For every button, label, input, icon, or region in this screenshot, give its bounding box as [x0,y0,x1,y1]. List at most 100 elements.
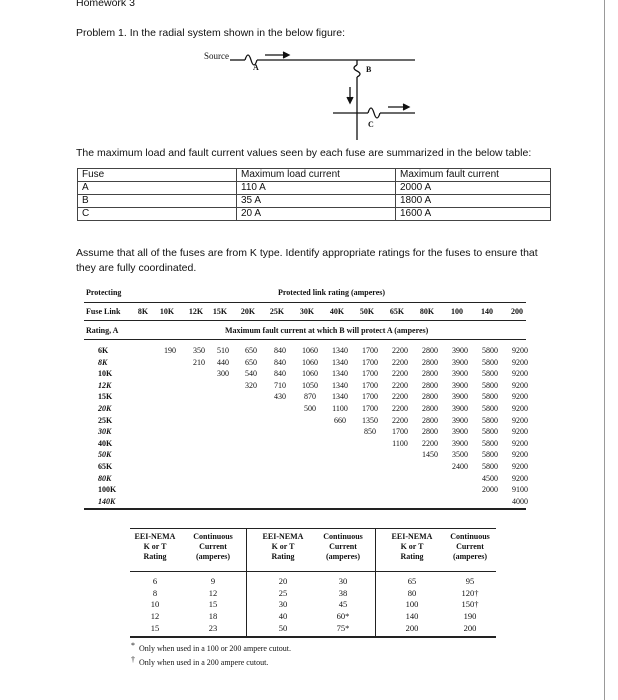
table-cell: 540 [245,369,257,379]
rating-header: EEI-NEMA K or T Rating [262,532,304,561]
table-cell: 3900 [452,346,468,355]
table-cell: 1350 [362,415,378,425]
table-cell: 3900 [452,438,468,448]
current-header: Continuous Current (amperes) [450,532,490,561]
rating-cell: 15 [150,622,160,633]
current-cell: 45 [338,599,348,610]
table-cell: 2200 [392,415,408,425]
table-cell: 2800 [422,427,438,437]
table-cell: 1100 [392,438,408,448]
row-label: 100K [98,485,117,495]
table-cell: 1340 [332,357,348,367]
rating-cell: 20 [278,576,288,586]
table-cell: 5800 [482,346,498,355]
table-cell: 3900 [452,392,468,402]
table-cell: 9200 [512,380,528,390]
rating-cell: 40 [278,611,288,622]
divider [84,302,526,303]
current-header: Continuous Current (amperes) [323,532,363,561]
table-cell: 2000 [482,485,498,495]
page-border [604,0,605,700]
current-cell: 18 [208,611,218,622]
table-cell: 3900 [452,357,468,367]
table-cell: 1450 [422,450,438,460]
current-cell: 200 [463,622,477,633]
row-label: 15K [98,392,113,402]
table-cell: 440 [217,357,229,367]
table-cell: 9200 [512,473,528,483]
table-cell: 3900 [452,380,468,390]
footnote-mark: * [131,641,135,650]
rating-cell: 12 [150,611,160,622]
column-header: 30K [299,307,315,316]
cell: 35 A [236,194,396,208]
column-header: 40K [329,307,345,316]
table-cell: 2800 [422,369,438,379]
table-cell: 510 [217,346,229,355]
row-label: 30K [98,427,112,437]
column-header: 65K [389,307,405,316]
table-cell: 840 [274,346,286,355]
table-cell: 3900 [452,415,468,425]
divider [130,571,496,572]
cell: B [77,194,237,208]
table-cell: 9200 [512,450,528,460]
summary-intro: The maximum load and fault current value… [76,147,532,159]
table-cell: 3900 [452,404,468,413]
assume-text-line1: Assume that all of the fuses are from K … [76,247,538,259]
table-cell: 1700 [362,346,378,355]
cell: 1800 A [395,194,551,208]
table-cell: 9200 [512,415,528,425]
table-cell: 1050 [302,380,318,390]
table-cell: 2800 [422,392,438,402]
table-cell: 2800 [422,404,438,413]
table-cell: 9200 [512,346,528,355]
table-cell: 5800 [482,450,498,460]
cell: 1600 A [395,207,551,221]
table-cell: 850 [364,427,376,437]
table-cell: 1060 [302,369,318,379]
protected-title: Protected link rating (amperes) [278,288,386,297]
row-label: 12K [98,380,112,390]
table-cell: 2400 [452,462,468,471]
table-cell: 5800 [482,438,498,448]
table-cell: 190 [164,346,176,355]
row-label: 6K [98,346,109,355]
divider [130,636,496,638]
divider [84,320,526,321]
current-cell: 60* [336,611,350,622]
table-row: A 110 A 2000 A [77,181,551,195]
table-cell: 840 [274,369,286,379]
table-cell: 1700 [362,380,378,390]
table-cell: 1100 [332,404,348,413]
current-cell: 190 [463,611,477,622]
column-header: 15K [212,307,228,316]
cell: A [77,181,237,195]
row-label: 65K [98,462,113,471]
table-cell: 320 [245,380,257,390]
rating-cell: 6 [152,576,158,586]
table-cell: 9200 [512,438,528,448]
assume-text-line2: they are fully coordinated. [76,262,197,274]
header-cell: Maximum fault current [395,168,551,182]
table-cell: 1340 [332,380,348,390]
footnote-text: Only when used in a 200 ampere cutout. [139,658,269,667]
column-header: 140 [481,307,493,316]
rating-cell: 200 [405,622,419,633]
table-row: C 20 A 1600 A [77,207,551,221]
table-cell: 1700 [362,369,378,379]
column-header: 10K [159,307,175,316]
table-header-row: Fuse Maximum load current Maximum fault … [77,168,551,182]
fuse-label-a: A [253,63,259,72]
cell: C [77,207,237,221]
current-cell: 95 [465,576,475,586]
table-cell: 5800 [482,462,498,471]
table-cell: 5800 [482,404,498,413]
table-cell: 4500 [482,473,498,483]
rating-cell: 50 [278,622,288,633]
rating-cell: 8 [152,587,158,598]
header-cell: Fuse [77,168,237,182]
table-row: B 35 A 1800 A [77,194,551,208]
column-header: 8K [137,307,149,316]
table-cell: 9200 [512,392,528,402]
